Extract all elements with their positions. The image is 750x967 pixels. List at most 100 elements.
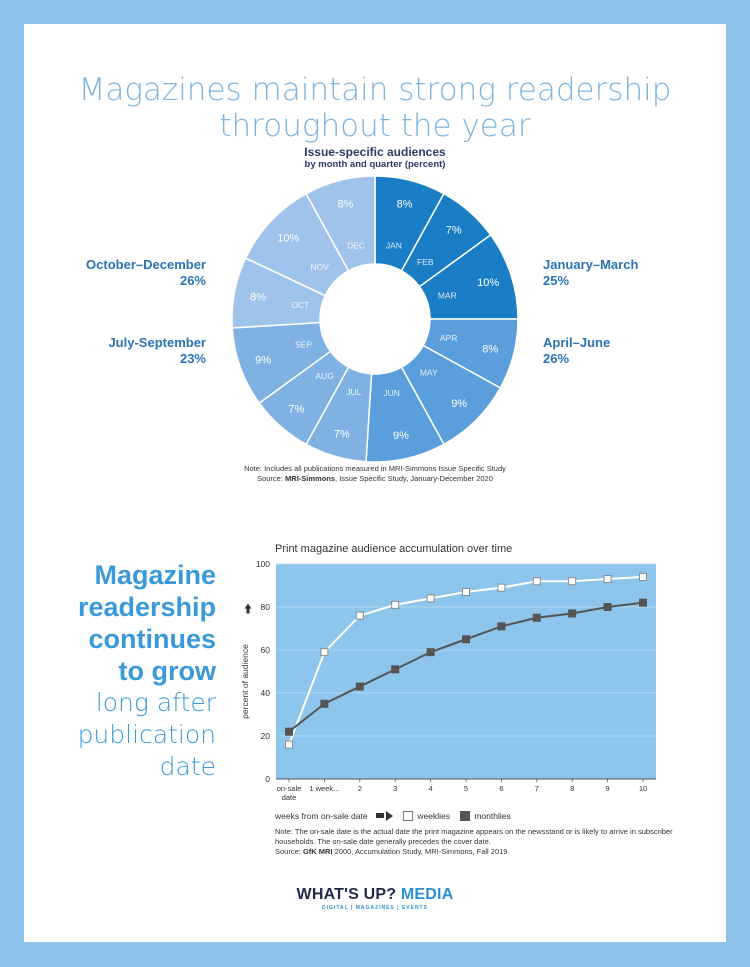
quarter-label-q3: July-September 23% (46, 335, 206, 367)
legend-monthlies-swatch (460, 810, 471, 821)
donut-note: Note: Includes all publications measured… (24, 464, 726, 484)
side-headline-line: Magazine (94, 560, 216, 590)
quarter-name: April–June (543, 335, 611, 350)
x-tick-label: 10 (639, 784, 647, 793)
data-point-monthlies (462, 635, 470, 644)
x-tick-label: 2 (358, 784, 362, 793)
data-point-monthlies (426, 648, 435, 657)
x-tick-label: 9 (606, 784, 610, 793)
x-tick-label: 6 (499, 784, 503, 793)
donut-month-label: NOV (310, 262, 329, 272)
donut-month-label: DEC (347, 240, 365, 250)
quarter-value: 26% (179, 273, 206, 288)
quarter-label-q4: October–December 26% (46, 257, 206, 289)
data-point-weeklies (320, 648, 329, 657)
quarter-name: July-September (108, 335, 206, 350)
donut-value-label: 10% (277, 233, 299, 245)
quarter-value: 26% (543, 351, 570, 366)
donut-value-label: 8% (482, 344, 498, 356)
source-bold: GfK MRI (302, 847, 333, 856)
donut-month-label: JAN (386, 240, 402, 250)
logo-wordmark: WHAT'S UP? MEDIA (24, 886, 726, 904)
donut-value-label: 8% (397, 199, 413, 211)
donut-value-label: 7% (446, 225, 462, 237)
source-rest: 2000, Accumulation Study, MRI-Simmons, F… (332, 847, 510, 856)
source-rest: , Issue Specific Study, January-December… (335, 474, 493, 483)
donut-month-label: AUG (316, 371, 334, 381)
brand-logo: WHAT'S UP? MEDIA DIGITAL | MAGAZINES | E… (24, 886, 726, 911)
x-tick-label: 3 (393, 784, 397, 793)
line-source: Source: GfK MRI 2000, Accumulation Study… (275, 847, 715, 857)
quarter-value: 25% (543, 273, 570, 288)
donut-month-label: JUL (346, 387, 361, 397)
donut-source: Source: MRI-Simmons, Issue Specific Stud… (24, 474, 726, 484)
quarter-label-q1: January–March 25% (543, 257, 703, 289)
legend-weeklies-swatch (403, 810, 414, 821)
x-tick-label: 1 week... (309, 784, 339, 793)
side-headline: Magazine readership continues to grow lo… (78, 559, 216, 783)
line-note-text: Note: The on-sale date is the actual dat… (275, 827, 673, 846)
x-tick-label: 4 (429, 784, 433, 793)
x-tick-label: 8 (570, 784, 574, 793)
donut-value-label: 7% (334, 428, 350, 440)
data-point-monthlies (497, 622, 506, 631)
logo-media-text: MEDIA (400, 886, 454, 903)
donut-slice-dec (305, 175, 376, 272)
line-chart-title: Print magazine audience accumulation ove… (275, 543, 513, 555)
data-point-weeklies (639, 572, 647, 581)
arrow-up-icon (244, 603, 252, 614)
quarter-name: October–December (86, 257, 206, 272)
data-point-monthlies (532, 613, 541, 622)
quarter-label-q2: April–June 26% (543, 335, 703, 367)
donut-value-label: 8% (250, 292, 266, 304)
donut-value-label: 9% (255, 354, 271, 366)
quarter-name: January–March (543, 257, 639, 272)
data-point-weeklies (426, 594, 435, 603)
data-point-monthlies (320, 699, 329, 708)
side-headline-line: readership (77, 592, 216, 622)
data-point-weeklies (497, 583, 506, 592)
x-tick-label: on-sale (277, 784, 302, 793)
main-title-line-2: throughout the year (219, 108, 531, 144)
data-point-monthlies (355, 682, 364, 691)
side-headline-line: long after (95, 688, 216, 717)
donut-month-label: JUN (383, 388, 400, 398)
quarter-value: 23% (179, 351, 206, 366)
data-point-monthlies (391, 665, 400, 674)
y-tick-label: 20 (261, 731, 271, 741)
x-tick-label: date (282, 793, 297, 802)
line-legend: weeks from on-sale date weeklies monthli… (275, 810, 511, 821)
x-tick-label: 7 (535, 784, 539, 793)
data-point-weeklies (462, 587, 470, 596)
donut-month-label: APR (440, 333, 457, 343)
y-tick-label: 0 (265, 774, 270, 784)
main-title: Magazines maintain strong readership thr… (24, 72, 726, 144)
y-tick-label: 40 (261, 688, 271, 698)
side-headline-line: date (159, 752, 216, 781)
y-axis-label: percent of audience (240, 644, 250, 719)
data-point-weeklies (532, 577, 541, 586)
y-tick-label: 60 (261, 645, 271, 655)
side-headline-line: publication (77, 720, 216, 749)
plot-area (276, 564, 656, 779)
data-point-monthlies (568, 609, 577, 618)
donut-chart: JAN 8% FEB 7% MAR 10% APR 8% MAY 9% JUN 9% JUL 7% AUG 7… (231, 175, 519, 463)
donut-title: Issue-specific audiences (304, 145, 446, 159)
y-tick-label: 80 (261, 602, 271, 612)
source-bold: MRI-Simmons (285, 474, 336, 483)
donut-month-label: MAY (420, 368, 438, 378)
donut-month-label: FEB (417, 257, 434, 267)
data-point-weeklies (355, 611, 364, 620)
y-tick-label: 100 (256, 559, 270, 569)
donut-month-label: OCT (291, 300, 309, 310)
legend-monthlies-label: monthlies (474, 810, 511, 821)
x-tick-label: 5 (464, 784, 468, 793)
source-prefix: Source: (275, 847, 303, 856)
data-point-monthlies (603, 603, 612, 611)
data-point-monthlies (639, 598, 647, 607)
legend-weeklies-label: weeklies (417, 810, 450, 821)
data-point-monthlies (285, 727, 293, 736)
source-prefix: Source: (257, 474, 286, 483)
donut-month-label: MAR (438, 291, 457, 301)
side-headline-line: to grow (118, 656, 216, 686)
